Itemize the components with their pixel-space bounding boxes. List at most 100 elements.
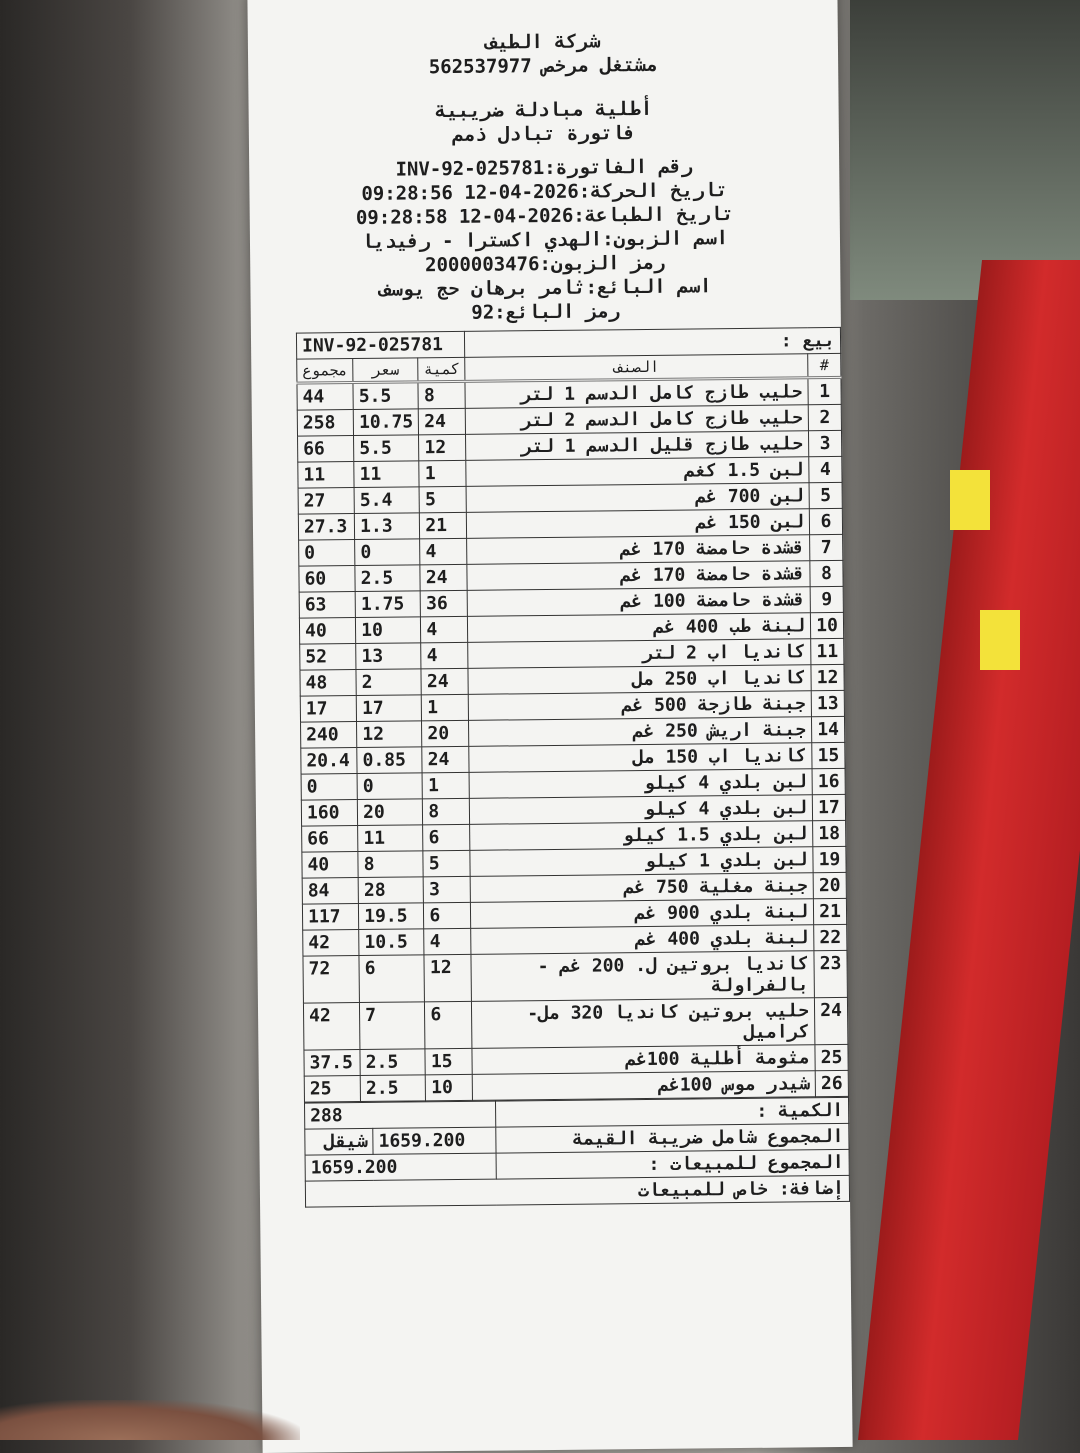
item-total: 40 <box>299 617 356 645</box>
item-price: 13 <box>355 642 422 670</box>
item-total: 27.3 <box>298 513 355 541</box>
item-total: 66 <box>297 435 354 463</box>
item-no: 8 <box>809 560 844 587</box>
item-qty: 10 <box>425 1074 473 1101</box>
item-no: 22 <box>813 924 847 951</box>
item-no: 6 <box>809 508 843 535</box>
price-tag <box>980 610 1020 670</box>
item-total: 42 <box>302 929 360 957</box>
item-name: حليب طازج كامل الدسم 2 لتر <box>465 404 809 435</box>
item-total: 25 <box>304 1075 361 1103</box>
item-name: لبن 700 غم <box>466 482 810 513</box>
item-qty: 21 <box>419 512 468 539</box>
item-no: 5 <box>809 482 843 509</box>
item-total: 117 <box>302 903 359 931</box>
item-name: لبن بلدي 1.5 كيلو <box>470 820 813 851</box>
item-total: 37.5 <box>303 1049 361 1077</box>
item-no: 9 <box>810 586 844 613</box>
item-qty: 24 <box>421 668 469 695</box>
receipt: شركة الطيف مشتغل مرخص 562537977 أطلية مب… <box>247 0 853 1453</box>
price-tag <box>950 470 990 530</box>
item-name: لبنة طب 400 غم <box>467 612 811 643</box>
item-price: 10.5 <box>358 928 425 956</box>
item-total: 258 <box>297 409 354 437</box>
item-no: 21 <box>813 898 847 925</box>
item-name: لبن 1.5 كغم <box>466 456 810 487</box>
table-row: 24 حليب بروتين كانديا 320 مل- كراميل 6 7 42 <box>303 997 848 1051</box>
item-price: 20 <box>357 798 423 826</box>
seller-code: رمز البائع:92 <box>471 300 621 324</box>
item-total: 11 <box>297 461 355 489</box>
item-name: كانديا اب 250 مل <box>468 664 812 695</box>
item-qty: 6 <box>422 824 471 851</box>
col-item: الصنف <box>465 353 808 382</box>
sale-invoice: INV-92-025781 <box>296 331 466 360</box>
item-total: 0 <box>301 773 358 801</box>
item-qty: 12 <box>424 954 472 1002</box>
item-no: 2 <box>808 404 842 431</box>
col-qty: كمية <box>418 357 466 382</box>
item-price: 7 <box>359 1001 426 1050</box>
item-qty: 4 <box>419 538 468 565</box>
item-no: 12 <box>810 664 845 691</box>
item-price: 2.5 <box>355 564 421 592</box>
item-total: 40 <box>301 851 359 879</box>
item-qty: 1 <box>419 460 467 487</box>
receipt-header: شركة الطيف مشتغل مرخص 562537977 أطلية مب… <box>247 0 839 149</box>
item-price: 1.75 <box>355 590 421 618</box>
item-price: 12 <box>356 720 423 748</box>
item-total: 66 <box>301 825 359 853</box>
item-price: 8 <box>358 850 424 878</box>
item-price: 10.75 <box>353 408 419 436</box>
hand <box>0 1400 300 1440</box>
item-name: لبن بلدي 1 كيلو <box>470 846 814 877</box>
item-qty: 15 <box>425 1048 473 1075</box>
item-price: 5.4 <box>354 486 420 514</box>
item-total: 44 <box>296 382 354 411</box>
item-no: 14 <box>811 716 845 743</box>
item-qty: 4 <box>424 928 472 955</box>
item-total: 17 <box>300 695 357 723</box>
item-price: 5.5 <box>353 381 419 410</box>
item-price: 11 <box>357 824 424 852</box>
item-name: حليب بروتين كانديا 320 مل- كراميل <box>471 997 815 1049</box>
table-row: 23 كانديا بروتين ل. 200 غم - بالفراولة 12 6… <box>302 950 848 1004</box>
item-qty: 36 <box>420 590 468 617</box>
item-name: مثومة أطلية 100غم <box>472 1044 816 1075</box>
item-total: 0 <box>298 539 356 567</box>
item-no: 13 <box>811 690 845 717</box>
item-total: 27 <box>298 487 355 515</box>
item-name: جبنة طازجة 500 غم <box>468 690 812 721</box>
item-qty: 4 <box>421 642 469 669</box>
item-no: 18 <box>812 820 846 847</box>
item-price: 11 <box>353 460 420 488</box>
item-price: 17 <box>356 694 422 722</box>
gross-total: 1659.200 <box>372 1127 496 1155</box>
item-price: 0.85 <box>356 746 423 774</box>
item-price: 2.5 <box>360 1074 426 1102</box>
item-qty: 5 <box>419 486 467 513</box>
item-total: 72 <box>302 955 360 1004</box>
item-total: 48 <box>299 669 357 697</box>
item-price: 0 <box>354 538 421 566</box>
item-name: كانديا اب 150 مل <box>469 742 813 773</box>
item-no: 4 <box>808 456 843 483</box>
item-no: 23 <box>813 950 848 998</box>
item-qty: 3 <box>423 876 471 903</box>
item-total: 60 <box>298 565 356 593</box>
total-qty: 288 <box>304 1101 496 1130</box>
item-price: 1.3 <box>354 512 420 540</box>
item-no: 10 <box>810 612 844 639</box>
extra-label: إضافة: خاص للمبيعات <box>305 1175 850 1208</box>
receipt-meta: رقم الفاتورة:INV-92-025781 تاريخ الحركة:… <box>249 153 841 327</box>
background-fridge <box>850 0 1080 300</box>
item-no: 15 <box>811 742 846 769</box>
gross-label: المجموع شامل ضريبة القيمة <box>495 1123 850 1154</box>
item-no: 17 <box>812 794 846 821</box>
item-name: حليب طازج قليل الدسم 1 لتر <box>465 430 809 461</box>
item-total: 42 <box>303 1002 361 1051</box>
item-no: 1 <box>807 377 842 405</box>
item-price: 0 <box>357 772 423 800</box>
item-no: 20 <box>813 872 847 899</box>
item-name: لبنة بلدي 900 غم <box>470 898 814 929</box>
